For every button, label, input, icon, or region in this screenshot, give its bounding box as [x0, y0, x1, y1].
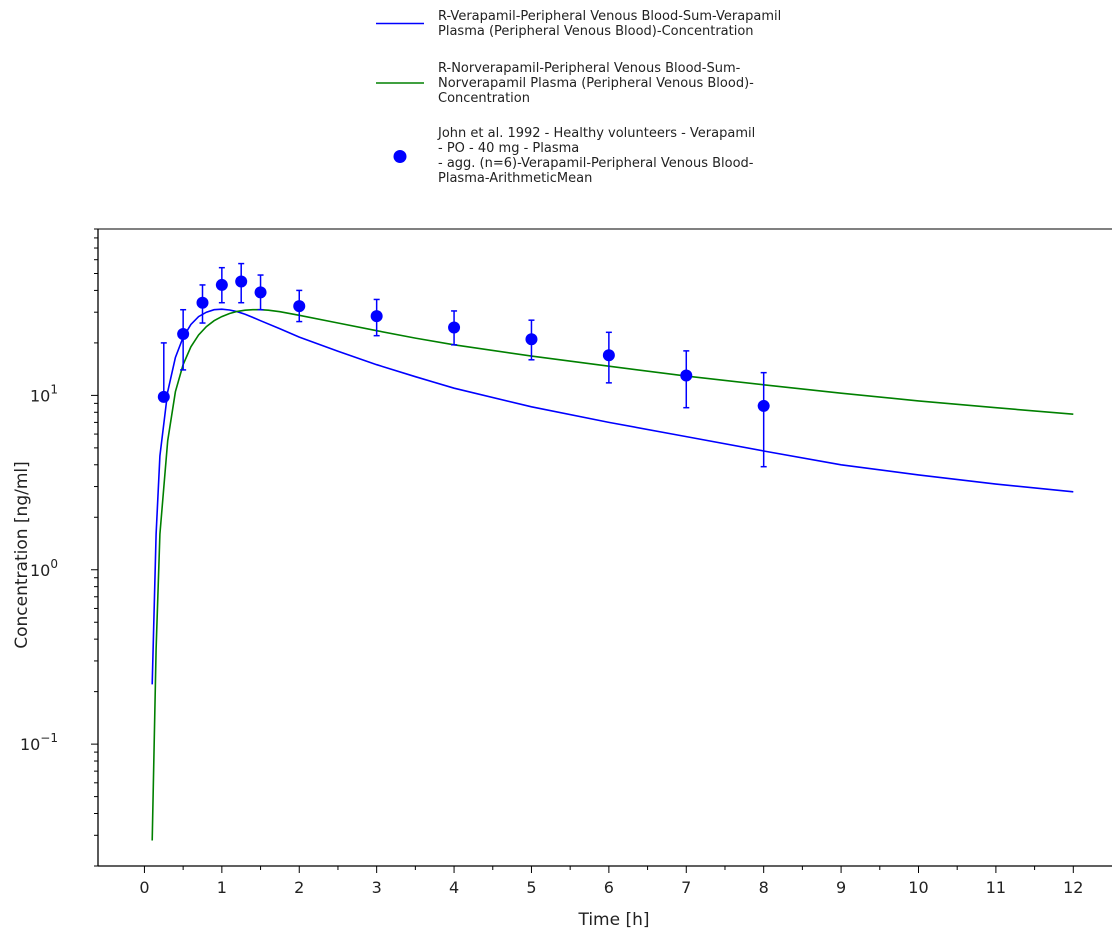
legend-label-1: R-Norverapamil-Peripheral Venous Blood-S… [438, 61, 754, 106]
data-point [177, 327, 190, 340]
x-tick-label: 7 [681, 878, 691, 897]
data-point [235, 275, 248, 288]
y-tick-label: 10−1 [20, 731, 58, 754]
x-tick-label: 0 [139, 878, 149, 897]
x-tick-label: 11 [986, 878, 1006, 897]
legend-swatch-2 [393, 150, 407, 163]
data-point [157, 390, 170, 403]
data-point [196, 296, 209, 309]
series-lines [151, 308, 1074, 841]
x-tick-label: 1 [217, 878, 227, 897]
data-point [757, 399, 770, 412]
x-tick-label: 12 [1063, 878, 1083, 897]
plot-frame [97, 228, 1112, 867]
legend-label-2: John et al. 1992 - Healthy volunteers - … [437, 126, 755, 186]
x-tick-label: 4 [449, 878, 459, 897]
x-tick-label: 8 [759, 878, 769, 897]
x-tick-label: 5 [526, 878, 536, 897]
data-point [525, 333, 538, 346]
legend-label-0: R-Verapamil-Peripheral Venous Blood-Sum-… [438, 9, 781, 39]
x-axis-label: Time [h] [577, 910, 649, 930]
data-point [215, 278, 228, 291]
series-points [157, 262, 770, 468]
y-tick-label: 101 [30, 382, 58, 405]
x-tick-label: 2 [294, 878, 304, 897]
legend: R-Verapamil-Peripheral Venous Blood-Sum-… [376, 9, 781, 186]
y-axis-label: Concentration [ng/ml] [12, 461, 32, 649]
data-point [680, 369, 693, 382]
y-tick-label: 100 [30, 557, 58, 580]
data-point [254, 286, 267, 299]
series-line-1 [151, 308, 1074, 841]
series-line-0 [151, 308, 1074, 685]
x-tick-label: 10 [908, 878, 928, 897]
data-point [293, 300, 306, 313]
x-tick-label: 3 [372, 878, 382, 897]
data-point [448, 321, 461, 334]
x-axis: 0 1 2 3 4 5 6 7 8 9 10 11 12 [139, 866, 1083, 897]
data-point [370, 310, 383, 323]
x-tick-label: 9 [836, 878, 846, 897]
data-point [602, 349, 615, 362]
x-tick-label: 6 [604, 878, 614, 897]
